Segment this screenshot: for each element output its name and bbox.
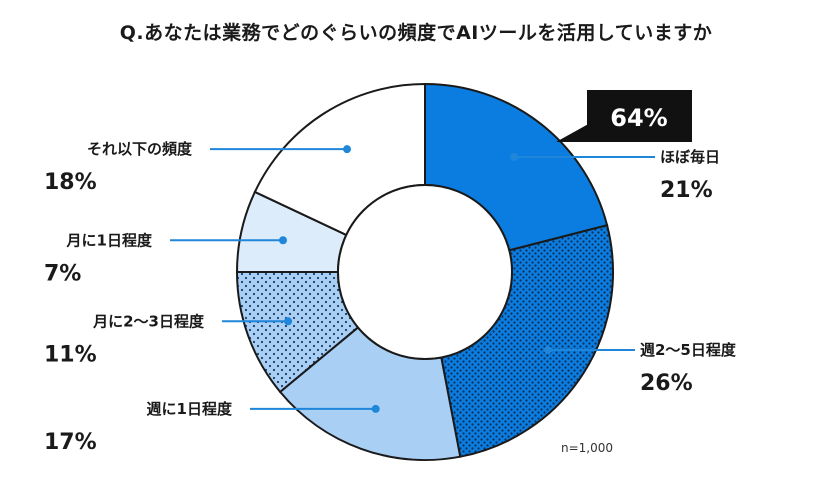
leader-dot-6 xyxy=(343,145,352,154)
category-label-5: 月に1日程度 xyxy=(66,231,153,249)
leader-dot-3 xyxy=(371,404,380,413)
category-label-2: 週2〜5日程度 xyxy=(640,341,737,359)
value-label-4: 11% xyxy=(44,342,97,367)
category-label-6: それ以下の頻度 xyxy=(87,140,193,158)
leader-lines xyxy=(170,145,655,413)
category-label-3: 週に1日程度 xyxy=(147,400,233,418)
category-label-4: 月に2〜3日程度 xyxy=(92,312,205,330)
donut-hole xyxy=(337,184,513,360)
value-label-1: 21% xyxy=(660,178,713,203)
callout-text: 64% xyxy=(610,104,667,132)
value-label-2: 26% xyxy=(640,371,693,396)
chart-title: Q.あなたは業務でどのぐらいの頻度でAIツールを活用していますか xyxy=(119,22,713,44)
value-label-3: 17% xyxy=(44,430,97,455)
callout-pointer xyxy=(556,122,608,142)
donut-slices xyxy=(235,82,614,461)
leader-dot-2 xyxy=(543,345,552,354)
sample-size-note: n=1,000 xyxy=(561,441,613,455)
value-label-6: 18% xyxy=(44,170,97,195)
category-label-1: ほぼ毎日 xyxy=(660,148,720,166)
value-label-5: 7% xyxy=(44,261,81,286)
leader-dot-5 xyxy=(279,236,288,245)
highlight-callout: 64% xyxy=(556,90,692,142)
slice-labels: ほぼ毎日 21% 週2〜5日程度 26% 週に1日程度 17% 月に2〜3日程度 11% 月に1… xyxy=(44,140,737,455)
leader-dot-4 xyxy=(284,317,293,326)
leader-dot-1 xyxy=(510,153,519,162)
callout-box xyxy=(587,90,692,142)
